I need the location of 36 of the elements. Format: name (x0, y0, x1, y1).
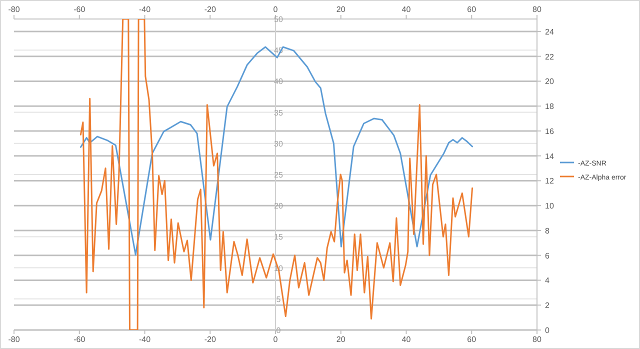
x2-tick-label: 80 (532, 5, 542, 14)
x-tick-label: -80 (8, 335, 20, 344)
y2-tick-label: 10 (545, 202, 554, 211)
x2-tick-label: -60 (74, 5, 86, 14)
y2-tick-label: 22 (545, 52, 554, 62)
y-tick-label: 35 (274, 108, 284, 118)
x2-tick-label: 40 (402, 5, 412, 14)
x2-tick-label: -80 (8, 5, 20, 14)
y2-tick-label: 8 (545, 226, 550, 236)
y2-tick-label: 24 (545, 27, 554, 36)
x-tick-label: 80 (532, 335, 542, 344)
y2-tick-label: 6 (545, 251, 550, 260)
y-tick-label: 20 (274, 202, 284, 211)
y2-tick-label: 4 (545, 276, 550, 286)
y-tick-label: 5 (276, 294, 282, 304)
x-tick-label: -20 (204, 335, 216, 344)
y2-tick-label: 18 (545, 102, 554, 112)
y2-tick-label: 20 (545, 77, 554, 86)
y-tick-label: 15 (274, 232, 284, 242)
line-series (80, 46, 474, 256)
x2-tick-label: -20 (204, 5, 216, 14)
x-tick-label: 20 (336, 335, 346, 344)
x-tick-label: -60 (74, 335, 86, 344)
y2-tick-label: 16 (545, 126, 554, 136)
y-tick-label: 25 (274, 170, 284, 180)
x2-tick-label: 60 (467, 5, 477, 14)
x2-tick-label: 20 (336, 5, 346, 14)
x-tick-label: 60 (467, 335, 477, 344)
y2-tick-label: 14 (545, 152, 554, 161)
x-tick-label: -40 (138, 335, 152, 344)
y-tick-label: 30 (274, 139, 284, 148)
y2-tick-label: 2 (545, 301, 550, 310)
x2-tick-label: -40 (138, 5, 152, 14)
y2-tick-label: 12 (545, 176, 554, 186)
x-tick-label: 40 (402, 335, 412, 344)
y2-tick-label: 0 (545, 326, 550, 335)
